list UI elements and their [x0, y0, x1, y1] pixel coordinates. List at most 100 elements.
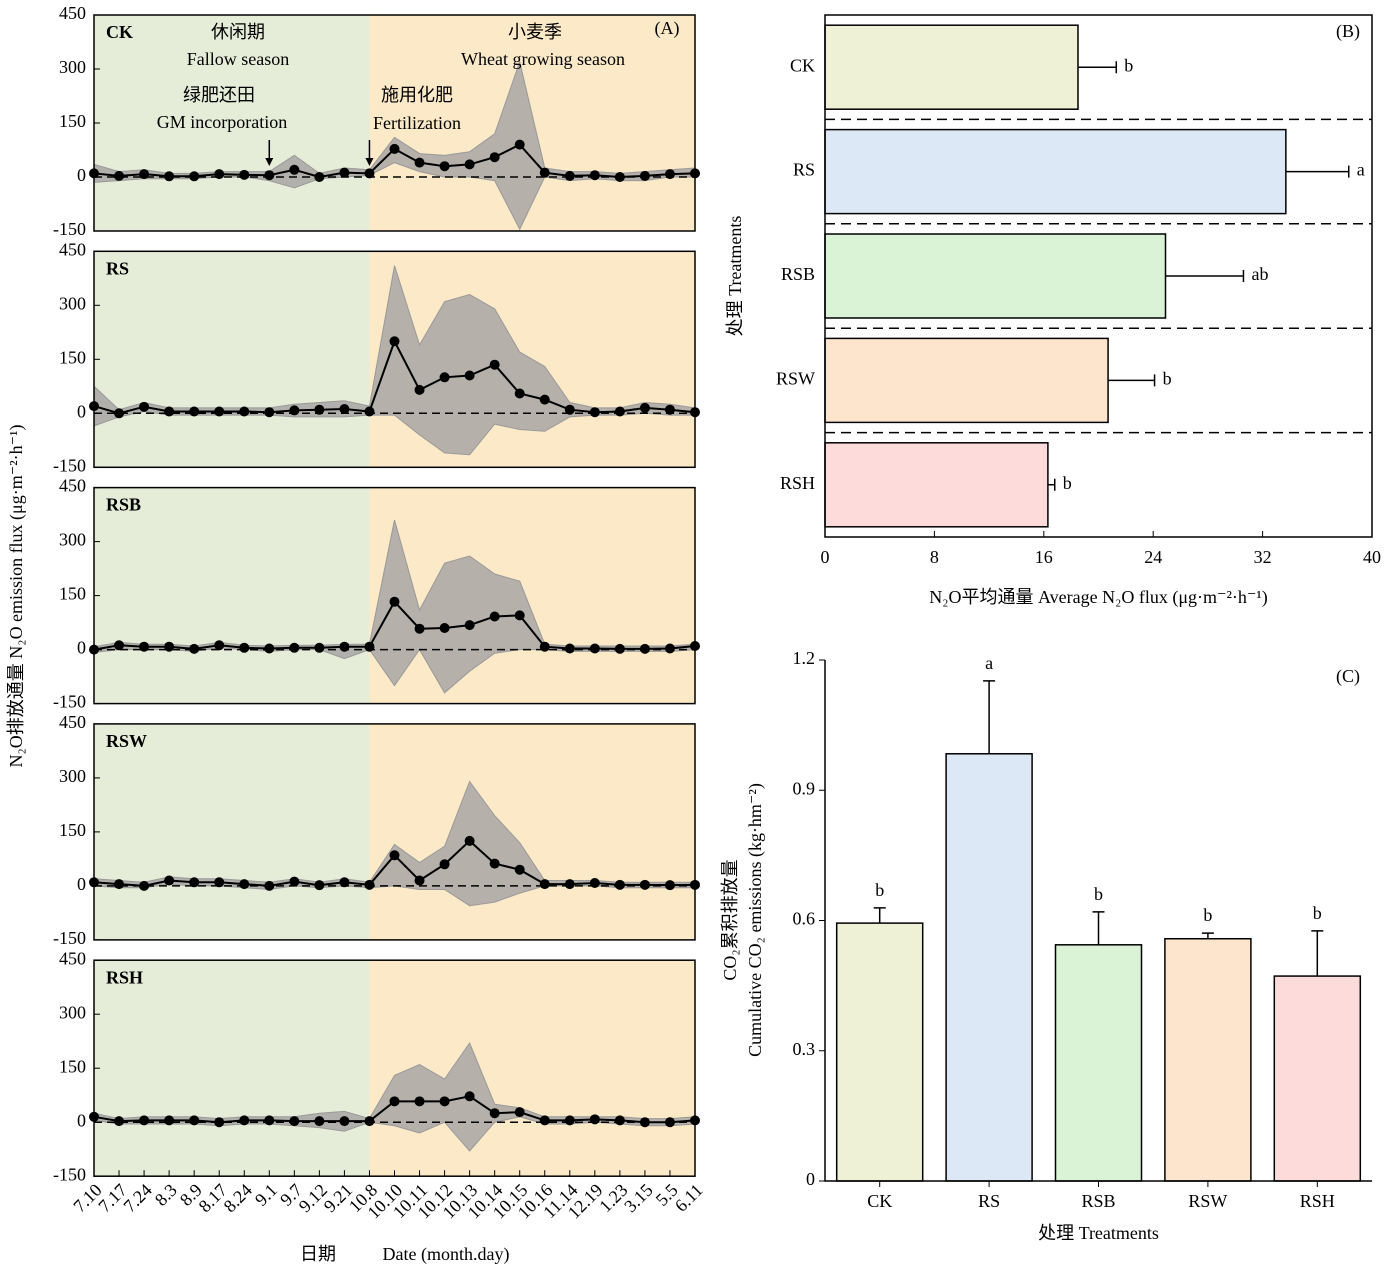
- flux-point: [364, 879, 375, 890]
- panel-label: RSW: [106, 731, 147, 751]
- flux-point: [589, 1114, 600, 1125]
- flux-point: [464, 620, 475, 631]
- flux-point: [564, 170, 575, 181]
- flux-point: [414, 623, 425, 634]
- y-tick-label: -150: [53, 455, 86, 475]
- error-bar: [1311, 930, 1324, 977]
- flux-point: [564, 1115, 575, 1126]
- flux-point: [414, 875, 425, 886]
- flux-point: [614, 879, 625, 890]
- flux-point: [164, 641, 175, 652]
- y-tick-label: 450: [59, 476, 86, 496]
- flux-point: [239, 642, 250, 653]
- flux-point: [439, 859, 450, 870]
- flux-point: [414, 1096, 425, 1107]
- flux-point: [564, 879, 575, 890]
- flux-point: [614, 1115, 625, 1126]
- flux-point: [139, 1115, 150, 1126]
- flux-point: [164, 1115, 175, 1126]
- bar: [1164, 937, 1252, 1182]
- flux-point: [564, 404, 575, 415]
- flux-point: [464, 1091, 475, 1102]
- error-bar: [1165, 270, 1245, 282]
- flux-point: [114, 408, 125, 419]
- flux-point: [639, 1117, 650, 1128]
- y-tick-label: 300: [59, 57, 86, 77]
- panel-frame: [824, 14, 1373, 538]
- y-tick-label: 150: [59, 347, 86, 367]
- fallow-background: [94, 15, 370, 231]
- significance-letter: ab: [1251, 264, 1268, 284]
- flux-point: [214, 1117, 225, 1128]
- annotation: 施用化肥: [381, 85, 453, 105]
- error-bar: [983, 680, 996, 754]
- fallow-background: [94, 960, 370, 1177]
- significance-letter: b: [1313, 903, 1322, 923]
- annotation: (A): [655, 18, 680, 39]
- flux-point: [589, 170, 600, 181]
- flux-point: [289, 642, 300, 653]
- flux-point: [489, 611, 500, 622]
- y-tick-label: RSH: [780, 473, 815, 493]
- annotation: GM incorporation: [157, 112, 287, 132]
- flux-point: [539, 1115, 550, 1126]
- flux-point: [264, 170, 275, 181]
- flux-point: [514, 1107, 525, 1118]
- flux-point: [589, 643, 600, 654]
- panel-label: (B): [1336, 21, 1360, 42]
- bar: [1273, 975, 1362, 1182]
- y-tick-label: 450: [59, 712, 86, 732]
- flux-point: [314, 642, 325, 653]
- x-tick-label: 7.24: [119, 1180, 155, 1216]
- bar: [824, 233, 1167, 319]
- bar: [824, 24, 1079, 110]
- x-tick-label: CK: [867, 1191, 892, 1211]
- flux-point: [389, 336, 400, 347]
- flux-point: [389, 850, 400, 861]
- y-tick-label: 450: [59, 3, 86, 23]
- flux-point: [364, 641, 375, 652]
- flux-point: [489, 359, 500, 370]
- error-bar: [1047, 478, 1056, 491]
- y-tick-label: 0.6: [793, 909, 816, 929]
- flux-point: [514, 388, 525, 399]
- y-tick-label: -150: [53, 928, 86, 948]
- flux-point: [664, 880, 675, 891]
- x-tick-label: 6.11: [671, 1180, 707, 1216]
- significance-letter: b: [1094, 884, 1103, 904]
- y-axis-title: Cumulative CO₂ emissions (kg·hm⁻²): [745, 783, 766, 1057]
- flux-point: [539, 167, 550, 178]
- significance-letter: a: [1357, 160, 1365, 180]
- flux-point: [239, 406, 250, 417]
- x-tick-label: 24: [1144, 547, 1162, 567]
- y-tick-label: 1.2: [793, 648, 816, 668]
- fallow-background: [94, 251, 370, 468]
- flux-point: [239, 169, 250, 180]
- flux-point: [114, 170, 125, 181]
- flux-point: [114, 1116, 125, 1127]
- flux-point: [539, 641, 550, 652]
- y-axis-title: N₂O排放通量 N₂O emission flux (μg·m⁻²·h⁻¹): [6, 425, 27, 768]
- y-tick-label: 150: [59, 820, 86, 840]
- flux-point: [514, 864, 525, 875]
- x-axis-title: Date (month.day): [383, 1244, 510, 1265]
- flux-point: [289, 1116, 300, 1127]
- flux-point: [664, 404, 675, 415]
- significance-letter: b: [1063, 473, 1072, 493]
- flux-point: [389, 143, 400, 154]
- y-tick-label: 300: [59, 293, 86, 313]
- error-bar: [1285, 165, 1350, 178]
- wheat-background: [369, 487, 695, 704]
- y-tick-label: 450: [59, 239, 86, 259]
- annotation: Fallow season: [187, 49, 290, 69]
- y-tick-label: 0.9: [793, 778, 816, 798]
- bar: [945, 753, 1033, 1182]
- flux-point: [339, 641, 350, 652]
- significance-letter: b: [1203, 905, 1212, 925]
- y-tick-label: 150: [59, 584, 86, 604]
- y-tick-label: -150: [53, 1164, 86, 1184]
- significance-letter: b: [1163, 369, 1172, 389]
- flux-point: [164, 406, 175, 417]
- y-tick-label: 0.3: [793, 1039, 816, 1059]
- flux-point: [439, 623, 450, 633]
